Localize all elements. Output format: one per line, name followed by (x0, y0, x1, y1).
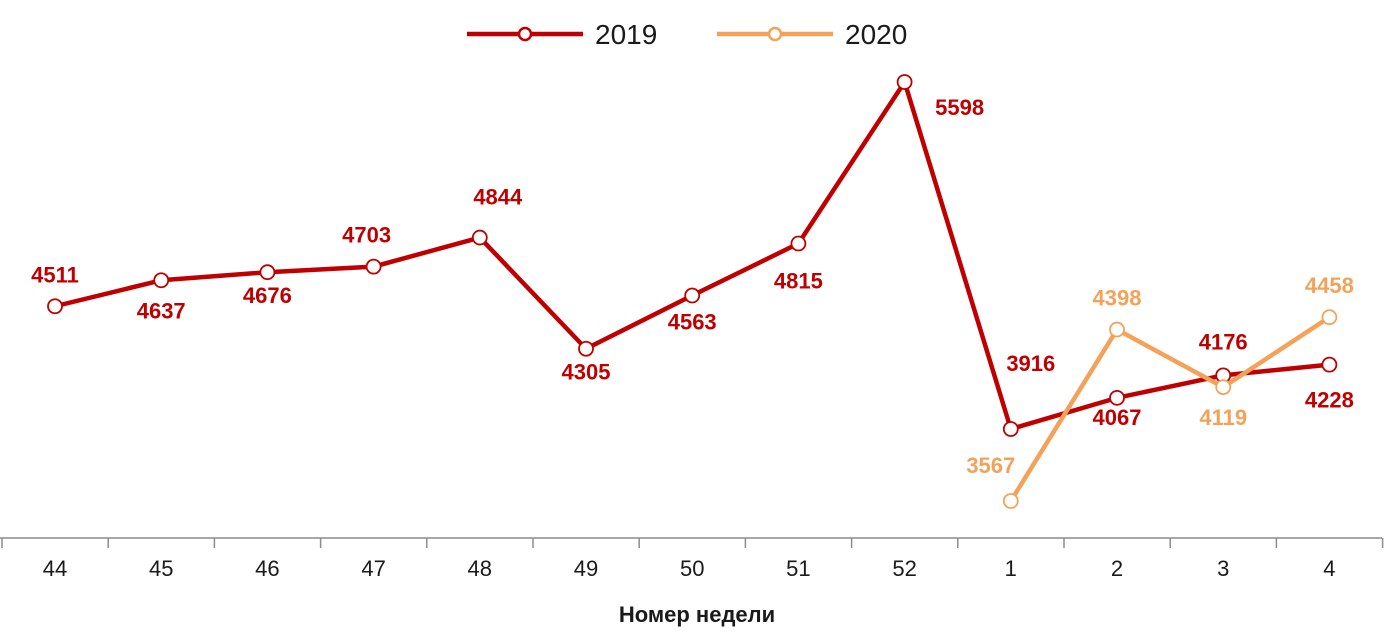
data-point (47, 298, 63, 315)
x-tick-label: 4 (1323, 556, 1335, 581)
x-tick-label: 3 (1217, 556, 1229, 581)
legend: 2019 2020 (467, 19, 907, 50)
data-label: 3567 (966, 453, 1015, 478)
data-label: 4228 (1305, 388, 1354, 413)
data-point (1215, 379, 1232, 396)
data-point (1109, 321, 1125, 338)
data-label: 4703 (342, 223, 391, 248)
x-tick-label: 1 (1005, 556, 1017, 581)
data-point (471, 229, 488, 246)
x-tick-label: 48 (468, 556, 492, 581)
data-point (790, 235, 807, 252)
data-label: 4844 (473, 185, 523, 210)
legend-label: 2020 (845, 19, 907, 50)
data-point (684, 287, 701, 304)
x-axis: 44 45 46 47 48 49 50 51 52 1 2 3 4 (0, 537, 1384, 581)
x-tick-label: 51 (786, 556, 810, 581)
legend-item-2020: 2020 (717, 19, 907, 50)
x-tick-label: 46 (255, 556, 279, 581)
series-line (54, 79, 1330, 432)
x-tick-label: 44 (43, 556, 67, 581)
legend-label: 2019 (595, 19, 657, 50)
x-tick-label: 2 (1111, 556, 1123, 581)
data-point (153, 272, 170, 289)
legend-swatch-marker (767, 26, 783, 42)
x-axis-title: Номер недели (619, 602, 775, 627)
data-point (1321, 356, 1338, 373)
series-layer: 4511 4637 4676 4703 4844 4305 4563 4815 5598 3916… (31, 74, 1354, 509)
data-label: 4119 (1199, 405, 1247, 430)
data-label: 4563 (668, 310, 717, 335)
data-label: 4458 (1305, 273, 1354, 298)
x-tick-label: 49 (574, 556, 598, 581)
data-label: 4067 (1093, 405, 1142, 430)
series-line (1008, 315, 1331, 503)
data-point (1002, 493, 1019, 509)
data-label: 4305 (562, 360, 611, 385)
legend-swatch-marker (517, 26, 533, 42)
legend-item-2019: 2019 (467, 19, 657, 50)
series-2020: 3567 4398 4119 4458 (966, 273, 1354, 509)
data-label: 4637 (137, 298, 186, 323)
data-label: 3916 (1006, 351, 1055, 376)
data-point (896, 74, 913, 90)
data-point (578, 340, 594, 357)
x-tick-label: 52 (892, 556, 916, 581)
data-label: 4398 (1093, 286, 1142, 311)
data-label: 4176 (1199, 329, 1248, 354)
data-point (1321, 309, 1338, 326)
x-tick-label: 50 (680, 556, 704, 581)
x-tick-label: 45 (149, 556, 173, 581)
data-label: 4511 (31, 262, 79, 287)
data-point (1002, 421, 1019, 437)
data-label: 5598 (935, 95, 984, 120)
series-2019: 4511 4637 4676 4703 4844 4305 4563 4815 5598 3916… (31, 74, 1354, 437)
data-label: 4815 (774, 269, 823, 294)
x-tick-label: 47 (361, 556, 385, 581)
data-point (259, 264, 276, 281)
data-label: 4676 (243, 283, 292, 308)
data-point (1109, 389, 1125, 406)
data-point (365, 258, 382, 275)
